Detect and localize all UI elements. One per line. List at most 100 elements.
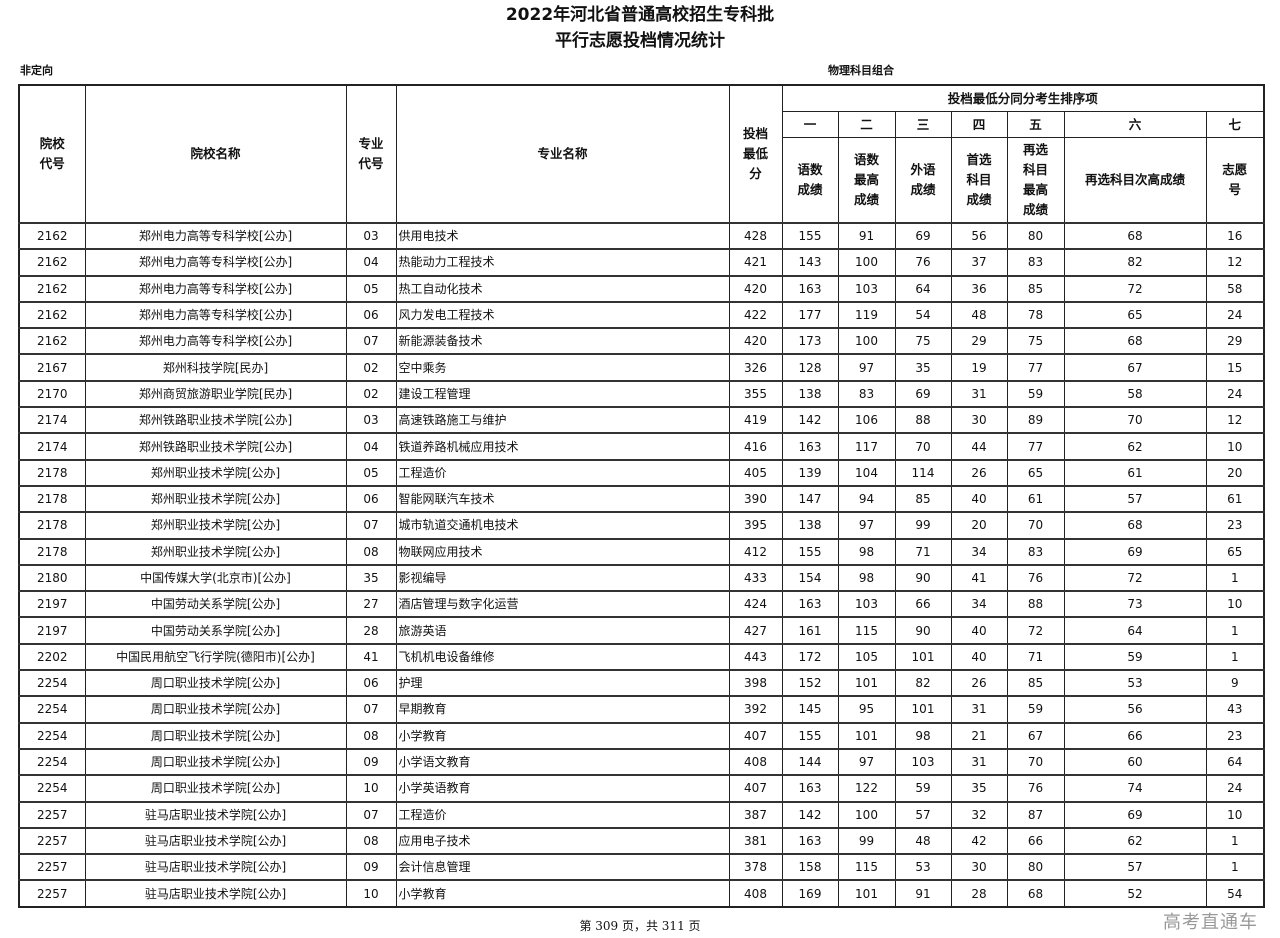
choice-number-cell: 15 bbox=[1205, 353, 1265, 382]
score-yushu-max-cell: 103 bbox=[837, 274, 896, 303]
score-foreign-cell: 57 bbox=[894, 800, 952, 829]
school-name-cell: 郑州铁路职业技术学院[公办] bbox=[84, 432, 347, 461]
score-first-cell: 29 bbox=[950, 327, 1008, 355]
score-foreign-cell: 101 bbox=[894, 695, 952, 724]
score-first-cell: 44 bbox=[950, 432, 1008, 461]
choice-number-cell: 9 bbox=[1205, 669, 1265, 697]
score-yushu-cell: 173 bbox=[781, 327, 839, 355]
school-name-cell: 中国传媒大学(北京市)[公办] bbox=[84, 563, 347, 592]
major-name-cell: 物联网应用技术 bbox=[395, 537, 730, 566]
page-title: 2022年河北省普通高校招生专科批 bbox=[505, 5, 775, 25]
school-name-cell: 郑州商贸旅游职业学院[民办] bbox=[84, 379, 347, 408]
score-foreign-cell: 91 bbox=[894, 879, 952, 908]
table-row: 2174 郑州铁路职业技术学院[公办] 04 铁道养路机械应用技术 416 163 117 7… bbox=[18, 432, 1265, 461]
score-reselect-max-cell: 87 bbox=[1006, 800, 1065, 829]
school-code-cell: 2178 bbox=[18, 484, 86, 513]
score-reselect-second-cell: 66 bbox=[1063, 721, 1207, 750]
header-order: 五 bbox=[1006, 111, 1065, 138]
score-yushu-max-cell: 83 bbox=[837, 379, 896, 408]
min-score-cell: 395 bbox=[728, 511, 783, 540]
header-major-name: 专业名称 bbox=[395, 84, 730, 224]
score-first-cell: 35 bbox=[950, 774, 1008, 803]
major-code-cell: 07 bbox=[345, 511, 397, 540]
major-code-cell: 08 bbox=[345, 826, 397, 855]
score-yushu-cell: 142 bbox=[781, 800, 839, 829]
header-item: 志愿号 bbox=[1205, 137, 1265, 224]
score-yushu-max-cell: 94 bbox=[837, 484, 896, 513]
school-code-cell: 2254 bbox=[18, 774, 86, 803]
score-reselect-second-cell: 72 bbox=[1063, 563, 1207, 592]
min-score-cell: 355 bbox=[728, 379, 783, 408]
header-item: 语数成绩 bbox=[781, 137, 839, 224]
table-row: 2178 郑州职业技术学院[公办] 06 智能网联汽车技术 390 147 94 85 40 61… bbox=[18, 484, 1265, 513]
score-reselect-second-cell: 70 bbox=[1063, 406, 1207, 434]
major-name-cell: 小学教育 bbox=[395, 879, 730, 908]
school-code-cell: 2254 bbox=[18, 669, 86, 697]
score-reselect-max-cell: 77 bbox=[1006, 353, 1065, 382]
watermark: 高考直通车 bbox=[1163, 912, 1258, 933]
table-row: 2162 郑州电力高等专科学校[公办] 06 风力发电工程技术 422 177 119 54 4… bbox=[18, 300, 1265, 329]
score-reselect-max-cell: 65 bbox=[1006, 458, 1065, 487]
score-foreign-cell: 88 bbox=[894, 406, 952, 434]
major-name-cell: 城市轨道交通机电技术 bbox=[395, 511, 730, 540]
score-foreign-cell: 90 bbox=[894, 616, 952, 645]
school-name-cell: 郑州职业技术学院[公办] bbox=[84, 458, 347, 487]
score-yushu-cell: 152 bbox=[781, 669, 839, 697]
school-name-cell: 郑州电力高等专科学校[公办] bbox=[84, 327, 347, 355]
score-first-cell: 56 bbox=[950, 221, 1008, 250]
major-code-cell: 04 bbox=[345, 432, 397, 461]
major-name-cell: 工程造价 bbox=[395, 458, 730, 487]
score-reselect-max-cell: 83 bbox=[1006, 248, 1065, 277]
school-name-cell: 驻马店职业技术学院[公办] bbox=[84, 879, 347, 908]
choice-number-cell: 24 bbox=[1205, 774, 1265, 803]
score-reselect-second-cell: 67 bbox=[1063, 353, 1207, 382]
score-reselect-second-cell: 72 bbox=[1063, 274, 1207, 303]
school-code-cell: 2197 bbox=[18, 590, 86, 618]
header-order: 三 bbox=[894, 111, 952, 138]
subject-group-label: 物理科目组合 bbox=[828, 64, 894, 77]
choice-number-cell: 65 bbox=[1205, 537, 1265, 566]
school-code-cell: 2170 bbox=[18, 379, 86, 408]
score-first-cell: 37 bbox=[950, 248, 1008, 277]
score-reselect-max-cell: 77 bbox=[1006, 432, 1065, 461]
choice-number-cell: 10 bbox=[1205, 432, 1265, 461]
school-code-cell: 2178 bbox=[18, 537, 86, 566]
header-tiebreak-group: 投档最低分同分考生排序项 bbox=[781, 84, 1265, 112]
major-code-cell: 05 bbox=[345, 274, 397, 303]
score-first-cell: 21 bbox=[950, 721, 1008, 750]
header-item: 外语成绩 bbox=[894, 137, 952, 224]
header-order-row: 一二三四五六七 bbox=[19, 111, 1265, 138]
min-score-cell: 387 bbox=[728, 800, 783, 829]
table-row: 2257 驻马店职业技术学院[公办] 07 工程造价 387 142 100 57 32 87 69… bbox=[18, 800, 1265, 829]
score-reselect-second-cell: 64 bbox=[1063, 616, 1207, 645]
choice-number-cell: 1 bbox=[1205, 853, 1265, 881]
major-code-cell: 04 bbox=[345, 248, 397, 277]
score-first-cell: 26 bbox=[950, 669, 1008, 697]
school-code-cell: 2254 bbox=[18, 721, 86, 750]
score-reselect-second-cell: 57 bbox=[1063, 853, 1207, 881]
header-school-code: 院校代号 bbox=[18, 84, 86, 224]
score-reselect-second-cell: 61 bbox=[1063, 458, 1207, 487]
choice-number-cell: 58 bbox=[1205, 274, 1265, 303]
score-reselect-max-cell: 66 bbox=[1006, 826, 1065, 855]
score-foreign-cell: 48 bbox=[894, 826, 952, 855]
school-code-cell: 2162 bbox=[18, 327, 86, 355]
major-name-cell: 小学教育 bbox=[395, 721, 730, 750]
min-score-cell: 416 bbox=[728, 432, 783, 461]
score-yushu-max-cell: 106 bbox=[837, 406, 896, 434]
score-first-cell: 34 bbox=[950, 590, 1008, 618]
school-name-cell: 中国劳动关系学院[公办] bbox=[84, 616, 347, 645]
score-reselect-max-cell: 78 bbox=[1006, 300, 1065, 329]
score-reselect-max-cell: 71 bbox=[1006, 642, 1065, 671]
school-name-cell: 周口职业技术学院[公办] bbox=[84, 774, 347, 803]
page-subtitle: 平行志愿投档情况统计 bbox=[555, 31, 725, 51]
min-score-cell: 398 bbox=[728, 669, 783, 697]
major-name-cell: 建设工程管理 bbox=[395, 379, 730, 408]
score-reselect-max-cell: 75 bbox=[1006, 327, 1065, 355]
table-row: 2254 周口职业技术学院[公办] 06 护理 398 152 101 82 26 85 53 9 bbox=[18, 669, 1265, 697]
major-name-cell: 旅游英语 bbox=[395, 616, 730, 645]
score-yushu-cell: 138 bbox=[781, 379, 839, 408]
score-yushu-max-cell: 97 bbox=[837, 511, 896, 540]
score-yushu-cell: 163 bbox=[781, 432, 839, 461]
choice-number-cell: 23 bbox=[1205, 511, 1265, 540]
